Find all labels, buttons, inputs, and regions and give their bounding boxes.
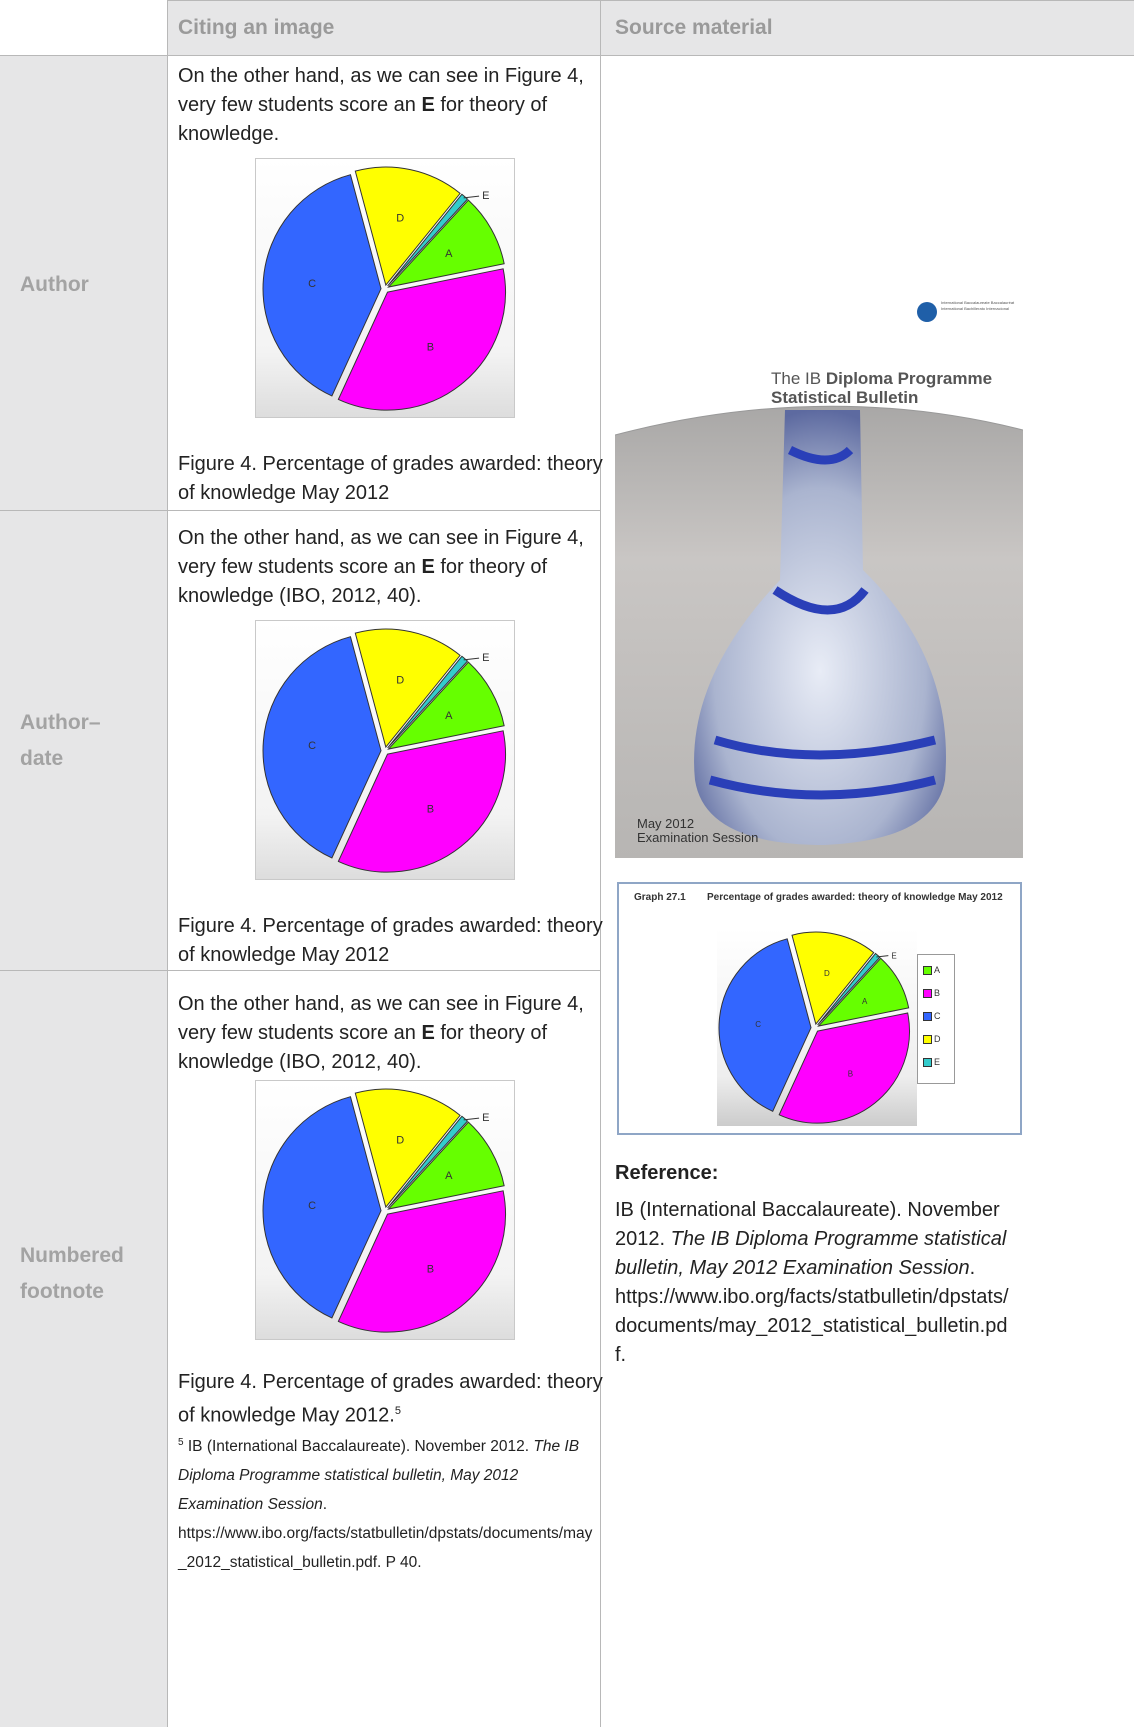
body-text: On the other hand, as we can see in Figu… bbox=[178, 524, 603, 611]
leader-line bbox=[464, 658, 479, 660]
cover-session: May 2012 bbox=[637, 816, 694, 831]
row-label: Author bbox=[20, 267, 89, 303]
legend-swatch bbox=[923, 1035, 932, 1044]
pie-chart: D E A B C bbox=[256, 159, 514, 417]
header-cell: Citing an image bbox=[178, 16, 334, 40]
legend-entry: D bbox=[923, 1034, 941, 1044]
text: Diploma Programme bbox=[826, 369, 992, 388]
legend: A B C D E bbox=[917, 954, 955, 1084]
cover-title: Statistical Bulletin bbox=[771, 388, 918, 407]
figure: D E A B C bbox=[255, 1080, 515, 1340]
legend-label: A bbox=[934, 965, 940, 975]
bold-text: E bbox=[421, 556, 434, 578]
legend-swatch bbox=[923, 966, 932, 975]
border bbox=[0, 510, 600, 511]
border bbox=[167, 0, 1134, 1]
slice-label: A bbox=[862, 997, 868, 1006]
body-text: On the other hand, as we can see in Figu… bbox=[178, 990, 603, 1077]
cover-title: The IB Diploma Programme bbox=[771, 369, 992, 388]
legend-entry: C bbox=[923, 1011, 941, 1021]
leader-line bbox=[464, 1118, 479, 1120]
label-column-bg bbox=[0, 55, 167, 1727]
reference-heading: Reference: bbox=[615, 1162, 718, 1185]
graph-id: Graph 27.1 bbox=[634, 892, 686, 903]
legend-label: E bbox=[934, 1057, 940, 1067]
text: Figure 4. Percentage of grades awarded: … bbox=[178, 1371, 603, 1427]
legend-entry: B bbox=[923, 988, 940, 998]
legend-swatch bbox=[923, 1058, 932, 1067]
caption: Figure 4. Percentage of grades awarded: … bbox=[178, 912, 603, 970]
slice-label: D bbox=[824, 969, 830, 978]
text: The IB bbox=[771, 369, 826, 388]
slice-label: D bbox=[396, 212, 404, 224]
footnote-mark: 5 bbox=[178, 1437, 184, 1448]
slice-label: A bbox=[445, 1170, 453, 1182]
legend-label: D bbox=[934, 1034, 941, 1044]
slice-label: C bbox=[308, 278, 316, 290]
border bbox=[0, 970, 600, 971]
logo-text: International Baccalaureate Baccalauréat… bbox=[941, 300, 1021, 312]
border bbox=[0, 55, 1134, 56]
legend-entry: E bbox=[923, 1057, 940, 1067]
body-text: On the other hand, as we can see in Figu… bbox=[178, 62, 603, 149]
slice-label: E bbox=[891, 952, 896, 961]
slice-label: A bbox=[445, 248, 453, 260]
graph-figure: Graph 27.1 Percentage of grades awarded:… bbox=[617, 882, 1022, 1135]
cover-image: International Baccalaureate Baccalauréat… bbox=[615, 260, 1023, 858]
caption: Figure 4. Percentage of grades awarded: … bbox=[178, 1368, 603, 1431]
legend-entry: A bbox=[923, 965, 940, 975]
slice-label: C bbox=[755, 1020, 761, 1029]
legend-swatch bbox=[923, 989, 932, 998]
slice-label: B bbox=[427, 803, 434, 815]
slice-label: D bbox=[396, 1134, 404, 1146]
row-label: Author– date bbox=[20, 705, 110, 777]
italic-text: The IB Diploma Programme statistical bul… bbox=[615, 1228, 1006, 1279]
slice-label: C bbox=[308, 1200, 316, 1212]
bold-text: E bbox=[421, 1022, 434, 1044]
legend-label: B bbox=[934, 988, 940, 998]
slice-label: E bbox=[482, 190, 489, 202]
slice-label: B bbox=[848, 1070, 853, 1079]
pie-chart: D E A B C bbox=[256, 1081, 514, 1339]
row-label: Numbered footnote bbox=[20, 1238, 140, 1310]
leader-line bbox=[464, 196, 479, 198]
page: {"header":{"col1":"Citing an image","col… bbox=[0, 0, 1134, 1727]
slice-label: C bbox=[308, 740, 316, 752]
graph-plot: D E A B C bbox=[717, 928, 917, 1126]
logo-mark bbox=[917, 302, 937, 322]
slice-label: D bbox=[396, 674, 404, 686]
figure: D E A B C bbox=[255, 620, 515, 880]
pie-chart: D E A B C bbox=[256, 621, 514, 879]
reference-text: IB (International Baccalaureate). Novemb… bbox=[615, 1196, 1010, 1370]
slice-label: B bbox=[427, 1263, 434, 1275]
caption: Figure 4. Percentage of grades awarded: … bbox=[178, 450, 603, 508]
border bbox=[600, 0, 601, 1727]
border bbox=[167, 0, 168, 1727]
figure: D E A B C bbox=[255, 158, 515, 418]
text: IB (International Baccalaureate). Novemb… bbox=[188, 1438, 534, 1455]
legend-label: C bbox=[934, 1011, 941, 1021]
slice-label: E bbox=[482, 652, 489, 664]
legend-swatch bbox=[923, 1012, 932, 1021]
header-cell: Source material bbox=[615, 16, 773, 40]
slice-label: A bbox=[445, 710, 453, 722]
graph-title: Percentage of grades awarded: theory of … bbox=[707, 892, 1003, 903]
slice-label: B bbox=[427, 341, 434, 353]
bold-text: E bbox=[421, 94, 434, 116]
slice-label: E bbox=[482, 1112, 489, 1124]
cover-session: Examination Session bbox=[637, 830, 758, 845]
pie-chart: D E A B C bbox=[717, 928, 917, 1126]
footnote: 5 IB (International Baccalaureate). Nove… bbox=[178, 1428, 598, 1577]
footnote-mark: 5 bbox=[395, 1405, 401, 1417]
